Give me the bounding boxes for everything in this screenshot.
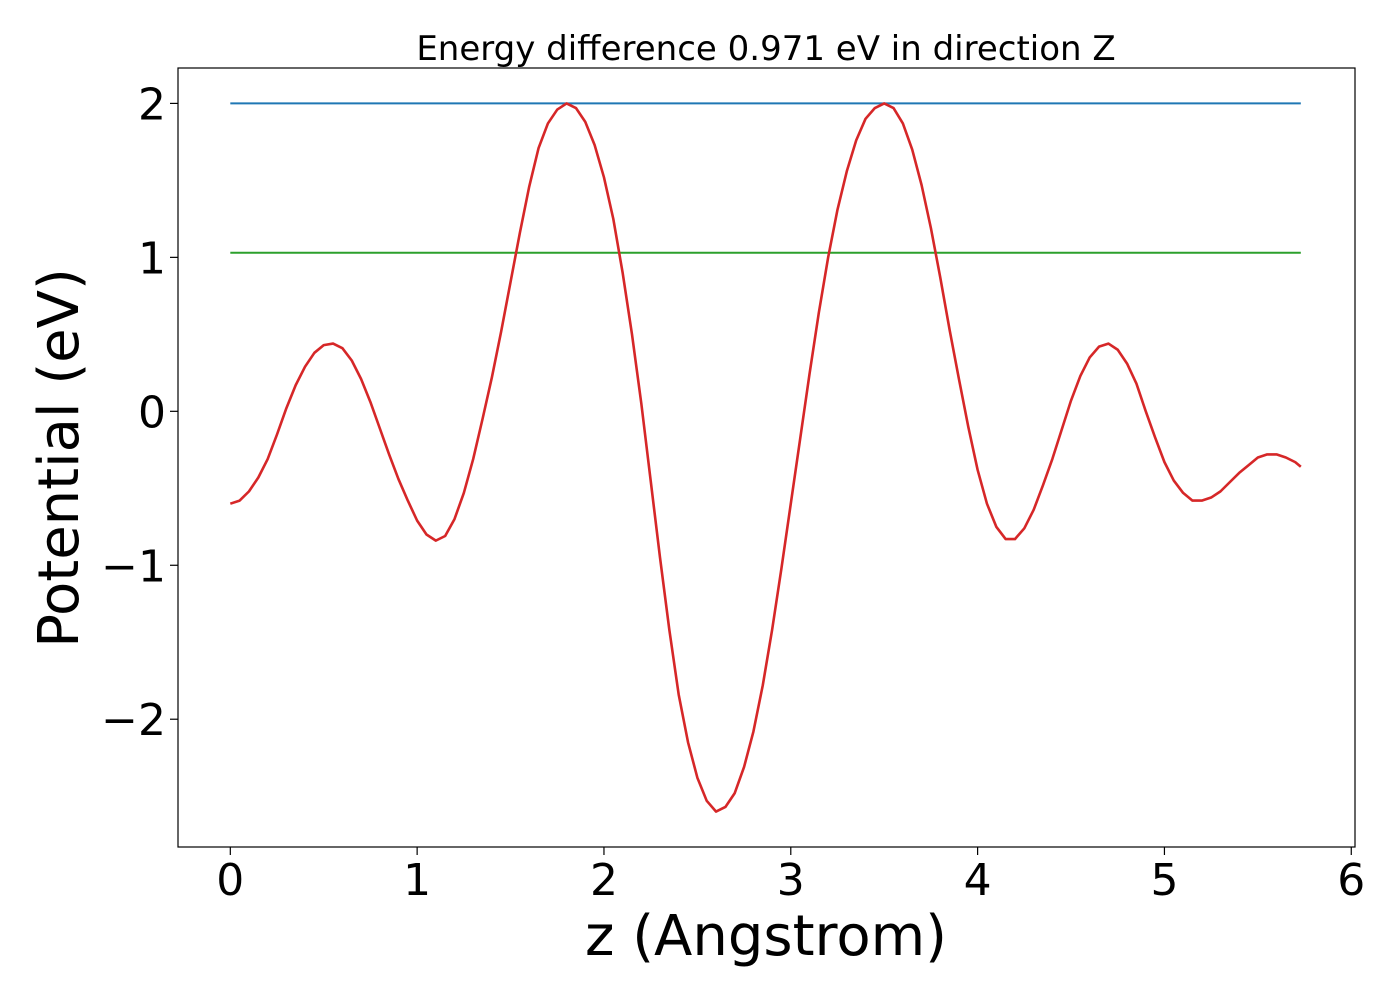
- x-tick-label: 0: [216, 855, 244, 906]
- x-axis-ticks: 0 1 2 3 4 5 6: [216, 847, 1365, 906]
- y-tick-label: −2: [101, 695, 166, 746]
- x-tick-label: 6: [1337, 855, 1365, 906]
- x-tick-label: 4: [964, 855, 992, 906]
- plot-area: [229, 102, 1302, 813]
- y-tick-label: 2: [138, 79, 166, 130]
- y-axis-label: Potential (eV): [27, 268, 92, 648]
- y-tick-label: 0: [138, 387, 166, 438]
- x-tick-label: 3: [777, 855, 805, 906]
- y-tick-label: −1: [101, 541, 166, 592]
- x-tick-label: 5: [1150, 855, 1178, 906]
- y-axis-ticks: −2 −1 0 1 2: [101, 79, 178, 746]
- series-line-2: [229, 102, 1302, 813]
- plot-frame: [177, 67, 1356, 848]
- y-tick-label: 1: [138, 233, 166, 284]
- x-axis-label: z (Angstrom): [585, 904, 947, 969]
- chart-title: Energy difference 0.971 eV in direction …: [416, 29, 1115, 69]
- x-tick-label: 2: [590, 855, 618, 906]
- x-tick-label: 1: [403, 855, 431, 906]
